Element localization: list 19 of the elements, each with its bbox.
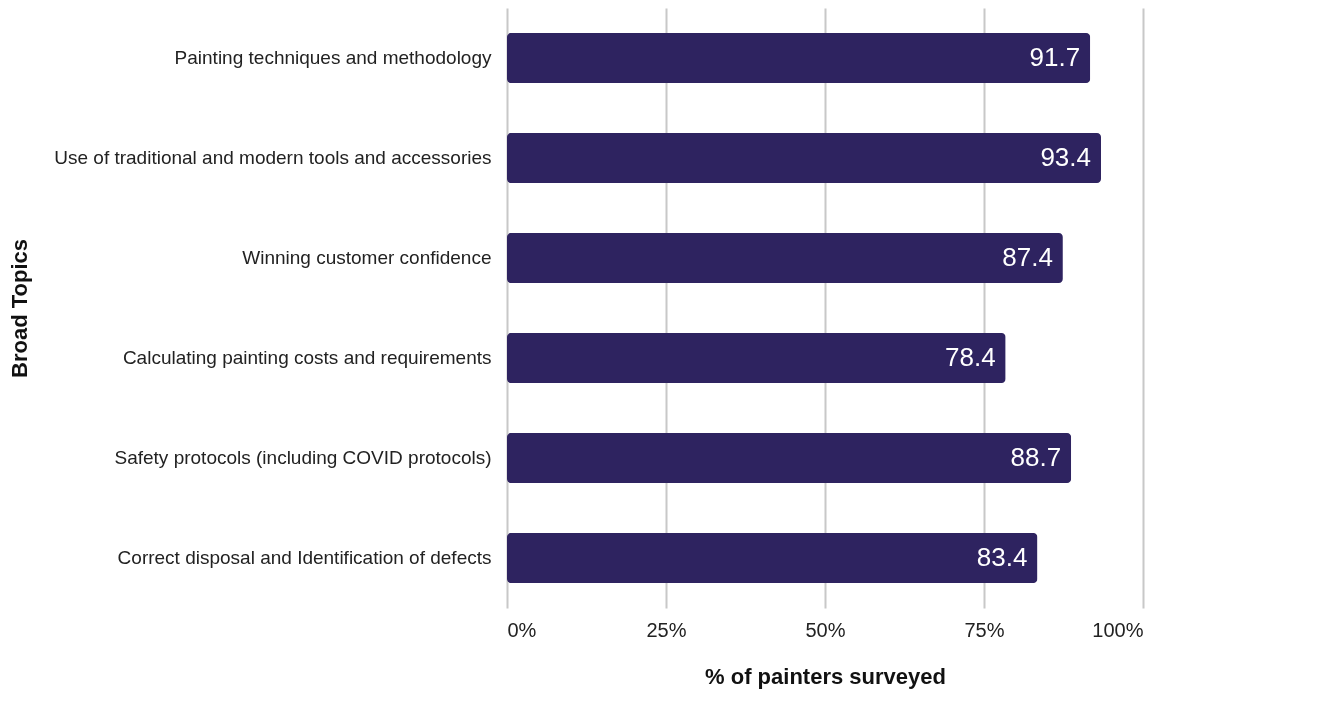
x-tick-label: 0% — [507, 618, 537, 641]
x-axis-title: % of painters surveyed — [705, 663, 946, 689]
y-tick-label: Use of traditional and modern tools and accessories — [54, 147, 492, 168]
y-tick-label: Calculating painting costs and requirements — [122, 347, 492, 368]
y-tick-label: Safety protocols (including COVID protocols) — [114, 447, 492, 468]
x-tick-label: 25% — [646, 618, 687, 641]
data-label: 91.7 — [1029, 42, 1081, 72]
data-label: 88.7 — [1010, 442, 1062, 472]
y-tick-label: Correct disposal and Identification of defects — [117, 547, 492, 568]
x-tick-label: 75% — [964, 618, 1005, 641]
data-label: 87.4 — [1002, 242, 1053, 272]
y-axis-title: Broad Topics — [7, 239, 33, 378]
data-label: 93.4 — [1040, 142, 1092, 172]
data-label: 83.4 — [976, 542, 1028, 572]
y-tick-label: Winning customer confidence — [242, 247, 492, 268]
x-tick-label: 100% — [1092, 618, 1144, 641]
x-tick-label: 50% — [805, 618, 846, 641]
y-tick-label: Painting techniques and methodology — [174, 47, 492, 68]
data-label: 78.4 — [945, 342, 996, 372]
